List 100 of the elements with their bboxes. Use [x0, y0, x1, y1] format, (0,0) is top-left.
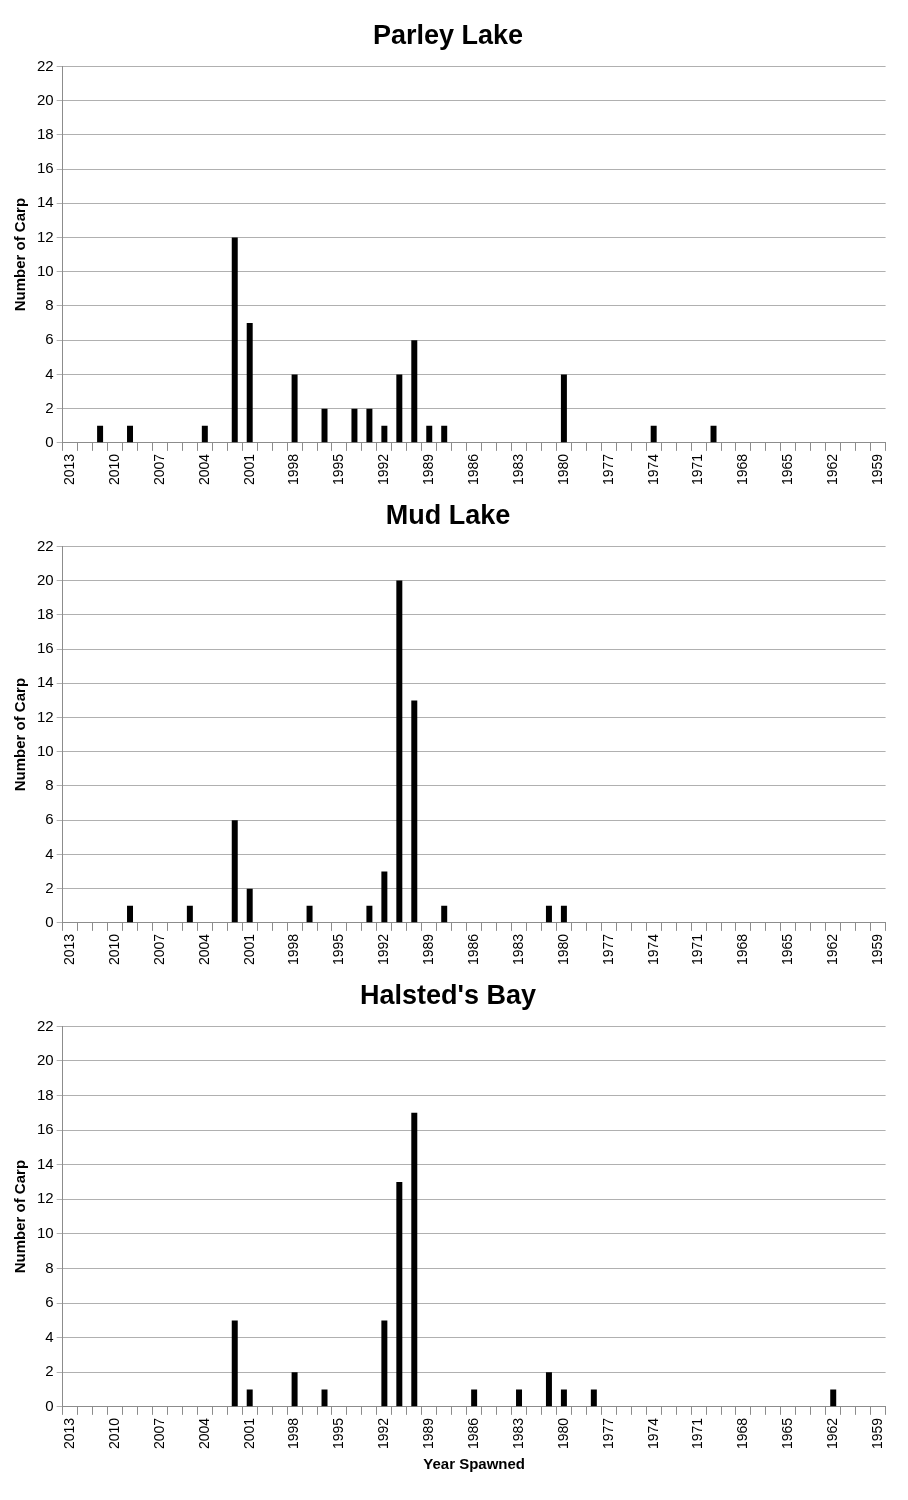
bar — [321, 1389, 328, 1407]
y-tick-label: 16 — [37, 1120, 54, 1138]
y-tick-label: 14 — [37, 193, 54, 211]
chart-title: Mud Lake — [385, 499, 511, 530]
y-tick-label: 8 — [45, 296, 54, 314]
x-tick-label: 1992 — [375, 933, 392, 966]
bar — [426, 425, 433, 443]
y-tick-label: 12 — [37, 707, 54, 725]
y-tick-label: 4 — [45, 364, 54, 382]
y-tick-label: 6 — [45, 1293, 54, 1311]
bar — [97, 425, 104, 443]
bar — [545, 905, 552, 923]
x-tick-label: 1983 — [509, 1417, 526, 1450]
bar — [441, 425, 448, 443]
bar — [710, 425, 717, 443]
bar — [366, 905, 373, 923]
x-tick-label: 1962 — [824, 933, 841, 966]
x-tick-label: 1989 — [420, 933, 437, 966]
y-tick-label: 14 — [37, 673, 54, 691]
y-tick-label: 12 — [37, 227, 54, 245]
y-tick-label: 18 — [37, 1085, 54, 1103]
x-tick-label: 1980 — [554, 453, 571, 486]
y-tick-label: 6 — [45, 330, 54, 348]
x-tick-label: 1986 — [465, 1417, 481, 1450]
x-tick-label: 1968 — [734, 453, 751, 486]
x-tick-label: 1974 — [644, 933, 661, 966]
x-tick-label: 2007 — [150, 933, 167, 966]
y-tick-label: 8 — [45, 1258, 54, 1276]
bar — [231, 1320, 238, 1407]
x-tick-label: 1962 — [824, 453, 841, 486]
bar — [351, 408, 358, 443]
bar — [246, 888, 253, 923]
y-tick-label: 20 — [37, 1051, 54, 1069]
x-tick-label: 1980 — [554, 933, 571, 966]
x-tick-label: 1974 — [644, 1417, 661, 1450]
y-tick-label: 10 — [37, 741, 54, 759]
bar — [186, 905, 193, 923]
x-tick-label: 1983 — [509, 933, 526, 966]
x-tick-label: 2013 — [61, 453, 78, 486]
x-tick-label: 2001 — [240, 1417, 257, 1450]
x-tick-label: 2001 — [240, 933, 257, 966]
x-tick-label: 1959 — [868, 1417, 885, 1450]
chart-title: Parley Lake — [372, 19, 524, 50]
y-tick-label: 8 — [45, 776, 54, 794]
x-tick-label: 2010 — [105, 933, 122, 966]
x-tick-label: 1998 — [285, 1417, 302, 1450]
x-tick-label: 1968 — [734, 933, 751, 966]
bar — [291, 1372, 298, 1407]
x-tick-label: 1965 — [779, 1417, 796, 1450]
x-tick-label: 1998 — [285, 933, 302, 966]
bar — [560, 1389, 567, 1407]
x-tick-label: 2010 — [105, 1417, 122, 1450]
bar — [411, 700, 418, 923]
y-tick-label: 0 — [45, 913, 54, 930]
x-axis-title: Year Spawned — [423, 1455, 525, 1473]
x-tick-label: 1998 — [285, 453, 302, 486]
bar — [381, 425, 388, 443]
bar — [650, 425, 657, 443]
y-tick-label: 4 — [45, 1327, 54, 1345]
y-tick-label: 10 — [37, 1224, 54, 1242]
bar — [231, 237, 238, 443]
x-tick-label: 1968 — [734, 1417, 751, 1450]
bar — [830, 1389, 837, 1407]
y-tick-label: 0 — [45, 1397, 54, 1414]
bar — [411, 340, 418, 443]
x-tick-label: 1995 — [330, 1417, 347, 1450]
x-tick-label: 2010 — [105, 453, 122, 486]
x-tick-label: 1986 — [465, 933, 481, 966]
bar — [291, 374, 298, 443]
x-tick-label: 2007 — [150, 453, 167, 486]
y-tick-label: 18 — [37, 124, 54, 142]
y-tick-label: 12 — [37, 1189, 54, 1207]
x-tick-label: 1983 — [509, 453, 526, 486]
y-tick-label: 16 — [37, 639, 54, 657]
x-tick-label: 2001 — [240, 453, 257, 486]
y-tick-label: 16 — [37, 159, 54, 177]
x-tick-label: 1989 — [420, 1417, 437, 1450]
y-axis-title: Number of Carp — [11, 677, 29, 792]
y-tick-label: 20 — [37, 90, 54, 108]
x-tick-label: 1971 — [689, 453, 706, 486]
bar — [127, 425, 134, 443]
x-tick-label: 1971 — [689, 933, 706, 966]
x-tick-label: 1986 — [465, 453, 481, 486]
bar — [545, 1372, 552, 1407]
bar — [590, 1389, 597, 1407]
bar — [411, 1112, 418, 1407]
bar — [381, 1320, 388, 1407]
x-tick-label: 2004 — [195, 933, 212, 966]
y-tick-label: 22 — [37, 536, 54, 554]
bar — [231, 820, 238, 923]
y-tick-label: 0 — [45, 433, 54, 450]
x-tick-label: 1965 — [779, 933, 796, 966]
y-tick-label: 22 — [37, 1016, 54, 1034]
x-tick-label: 2004 — [195, 1417, 212, 1450]
y-tick-label: 10 — [37, 261, 54, 279]
x-tick-label: 1959 — [868, 453, 885, 486]
bar — [381, 871, 388, 923]
y-axis-title: Number of Carp — [11, 197, 29, 312]
y-tick-label: 6 — [45, 810, 54, 828]
bar — [471, 1389, 478, 1407]
